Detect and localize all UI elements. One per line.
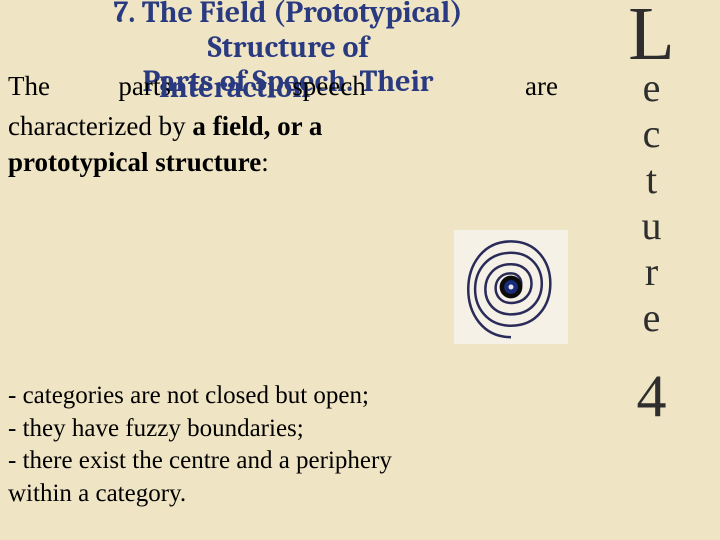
heading-line-4-overlay: Interaction bbox=[159, 68, 310, 109]
p1-w1: The bbox=[8, 68, 50, 109]
p1-rest-a: characterized by bbox=[8, 111, 192, 141]
p1-w5: are bbox=[525, 68, 558, 109]
spiral-image bbox=[454, 230, 568, 344]
lecture-number: 4 bbox=[589, 366, 714, 426]
list-item-1: - categories are not closed but open; bbox=[8, 380, 568, 413]
letter-c: c bbox=[589, 114, 714, 154]
letter-t: t bbox=[589, 160, 714, 200]
heading-line-2: Structure of bbox=[8, 31, 568, 66]
right-column-lecture-label: L e c t u r e 4 bbox=[589, 2, 714, 538]
p1-bold1: a field, or a bbox=[192, 111, 322, 141]
list-item-2: - they have fuzzy boundaries; bbox=[8, 413, 568, 446]
letter-r: r bbox=[589, 252, 714, 292]
p1-bold2: prototypical structure bbox=[8, 147, 261, 177]
main-column: 7. The Field (Prototypical) Structure of… bbox=[8, 0, 568, 181]
p1-colon: : bbox=[261, 147, 269, 177]
letter-L: L bbox=[589, 0, 714, 72]
letter-u: u bbox=[589, 206, 714, 246]
bullet-list: - categories are not closed but open; - … bbox=[8, 380, 568, 510]
heading-line-1: 7. The Field (Prototypical) bbox=[8, 0, 568, 31]
intro-paragraph: The parts Interaction speech of are char… bbox=[8, 68, 568, 181]
letter-e2: e bbox=[589, 298, 714, 338]
p1-w4: speech bbox=[292, 68, 365, 109]
slide: 7. The Field (Prototypical) Structure of… bbox=[0, 0, 720, 540]
list-item-3b: within a category. bbox=[8, 478, 568, 511]
letter-e1: e bbox=[589, 68, 714, 108]
list-item-3a: - there exist the centre and a periphery bbox=[8, 445, 568, 478]
